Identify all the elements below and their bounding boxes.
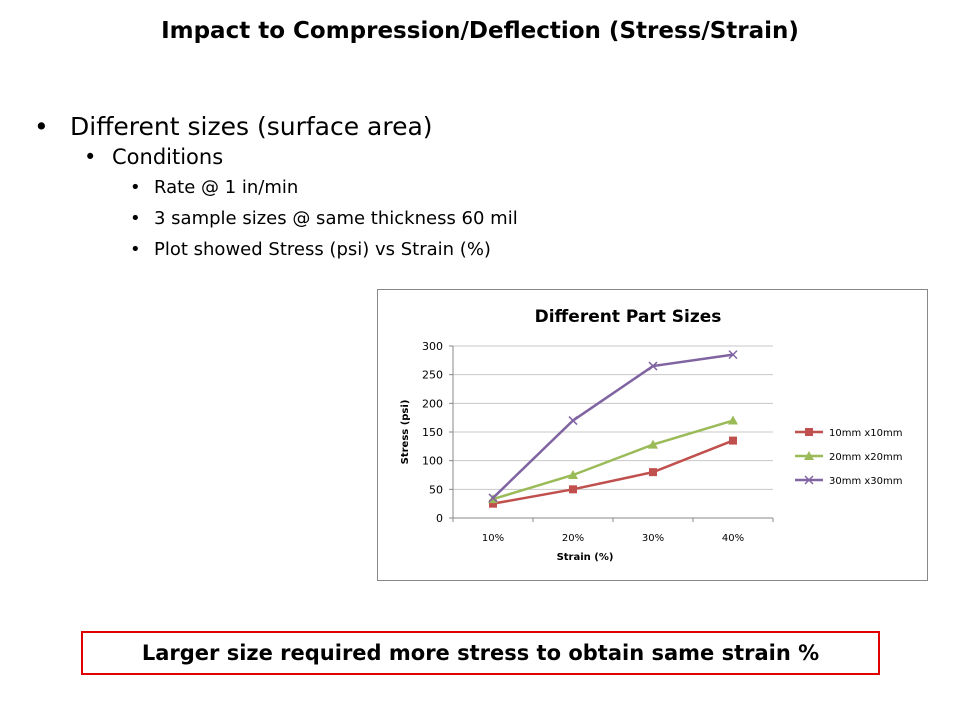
legend-label: 10mm x10mm bbox=[829, 428, 903, 439]
y-tick-label: 300 bbox=[422, 340, 443, 353]
data-point bbox=[805, 428, 813, 436]
bullet-text: Different sizes (surface area) bbox=[70, 112, 433, 141]
x-tick-label: 40% bbox=[722, 533, 744, 544]
x-tick-label: 30% bbox=[642, 533, 664, 544]
legend-label: 30mm x30mm bbox=[829, 476, 903, 487]
y-tick-label: 250 bbox=[422, 369, 443, 382]
data-point bbox=[649, 468, 657, 477]
data-point bbox=[488, 493, 498, 503]
data-point bbox=[569, 485, 577, 494]
callout-box: Larger size required more stress to obta… bbox=[81, 631, 880, 675]
bullet-text: Conditions bbox=[112, 145, 224, 169]
data-point bbox=[568, 416, 578, 426]
data-point bbox=[648, 439, 658, 449]
bullet-level2: • Conditions bbox=[84, 145, 224, 169]
bullet-level1: • Different sizes (surface area) bbox=[34, 112, 433, 141]
data-point bbox=[489, 499, 497, 508]
y-tick-label: 100 bbox=[422, 455, 443, 468]
data-point bbox=[728, 350, 738, 360]
x-tick-label: 10% bbox=[482, 533, 504, 544]
chart-svg: Different Part Sizes Strain (%) Stress (… bbox=[400, 307, 903, 563]
legend-label: 20mm x20mm bbox=[829, 452, 903, 463]
data-point bbox=[728, 415, 738, 425]
data-point bbox=[729, 436, 737, 445]
series-line bbox=[492, 353, 734, 499]
bullet-text: Plot showed Stress (psi) vs Strain (%) bbox=[154, 239, 491, 260]
bullet-level3: • Plot showed Stress (psi) vs Strain (%) bbox=[130, 239, 491, 260]
bullet-text: Rate @ 1 in/min bbox=[154, 177, 299, 198]
y-tick-label: 0 bbox=[436, 512, 443, 525]
x-axis-label: Strain (%) bbox=[557, 552, 614, 563]
bullet-level3: • 3 sample sizes @ same thickness 60 mil bbox=[130, 208, 518, 229]
bullet-level3: • Rate @ 1 in/min bbox=[130, 177, 299, 198]
series-line bbox=[492, 439, 734, 505]
y-tick-label: 50 bbox=[429, 483, 443, 496]
data-point bbox=[648, 361, 658, 371]
y-tick-label: 200 bbox=[422, 397, 443, 410]
y-axis-label: Stress (psi) bbox=[400, 400, 411, 465]
data-point bbox=[568, 470, 578, 479]
data-point bbox=[804, 451, 814, 460]
data-point bbox=[804, 475, 814, 485]
bullet-text: 3 sample sizes @ same thickness 60 mil bbox=[154, 208, 518, 229]
x-tick-label: 20% bbox=[562, 533, 584, 544]
y-tick-label: 150 bbox=[422, 426, 443, 439]
chart-title: Different Part Sizes bbox=[535, 307, 722, 327]
chart: Different Part Sizes Strain (%) Stress (… bbox=[377, 289, 928, 581]
slide-title: Impact to Compression/Deflection (Stress… bbox=[161, 18, 799, 44]
series-line bbox=[492, 419, 734, 501]
